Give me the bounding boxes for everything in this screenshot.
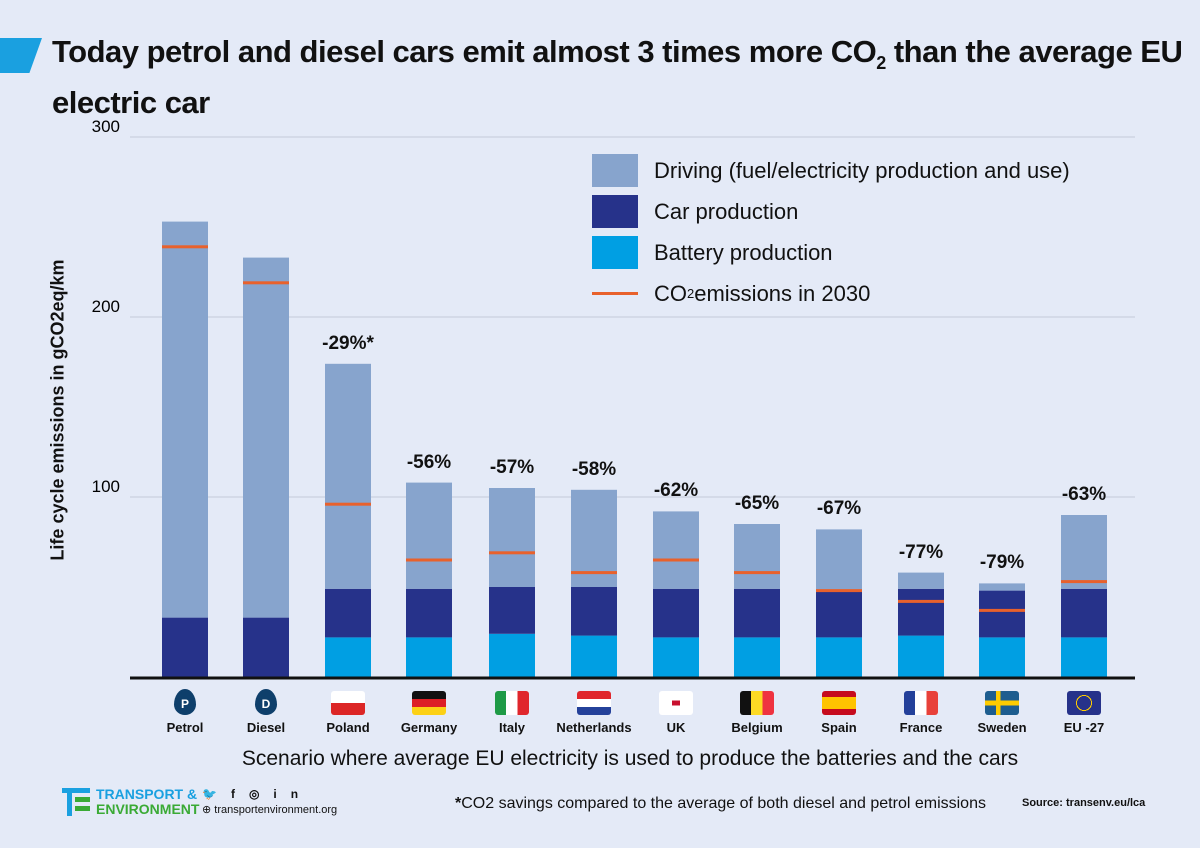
x-tick-label: France bbox=[899, 720, 943, 735]
bar-segment-car bbox=[489, 587, 535, 634]
bar-segment-car bbox=[816, 590, 862, 638]
spain-flag-icon bbox=[822, 691, 856, 715]
reduction-label: -58% bbox=[571, 458, 617, 480]
bar-segment-car bbox=[1061, 588, 1107, 638]
x-tick-label: Petrol bbox=[166, 720, 204, 735]
bar-segment-car bbox=[162, 617, 208, 677]
reduction-label: -67% bbox=[816, 498, 862, 520]
bar-segment-driving bbox=[489, 488, 535, 587]
x-tick-label: Belgium bbox=[731, 720, 783, 735]
x-tick-label: Italy bbox=[498, 720, 526, 735]
social-icons[interactable]: 🐦f◎in bbox=[202, 787, 313, 801]
bar-segment-car bbox=[571, 587, 617, 636]
x-tick-label: Poland bbox=[326, 720, 370, 735]
bar-segment-battery bbox=[653, 637, 699, 677]
poland-flag-icon bbox=[331, 691, 365, 715]
y-tick-label: 200 bbox=[92, 297, 120, 316]
co2-2030-marker bbox=[406, 558, 452, 562]
co2-2030-marker bbox=[162, 245, 208, 249]
bar-segment-car bbox=[979, 590, 1025, 638]
bar-segment-driving bbox=[734, 524, 780, 589]
bar-segment-driving bbox=[653, 511, 699, 589]
x-tick-label: Netherlands bbox=[556, 720, 632, 735]
co2-2030-marker bbox=[325, 502, 371, 506]
bar-segment-battery bbox=[406, 637, 452, 677]
source: Source: transenv.eu/lca bbox=[1022, 797, 1146, 809]
reduction-label: -65% bbox=[734, 493, 780, 514]
footnote: *CO2 savings compared to the average of … bbox=[455, 795, 986, 812]
reduction-label: -63% bbox=[1061, 484, 1107, 505]
bar-segment-driving bbox=[979, 583, 1025, 591]
france-flag-icon bbox=[904, 691, 938, 715]
bar-segment-battery bbox=[816, 637, 862, 677]
co2-2030-marker bbox=[898, 599, 944, 603]
reduction-label: -56% bbox=[406, 451, 452, 473]
reduction-label: -57% bbox=[489, 457, 535, 478]
y-tick-label: 300 bbox=[92, 117, 120, 136]
bar-segment-battery bbox=[898, 635, 944, 677]
x-tick-label: UK bbox=[666, 720, 686, 735]
legend-item-2030: CO 2 emissions in 2030 bbox=[592, 273, 1070, 314]
y-axis-title: Life cycle emissions in gCO2eq/km bbox=[47, 259, 68, 561]
bar-segment-battery bbox=[734, 637, 780, 677]
co2-2030-marker bbox=[816, 589, 862, 593]
bar-segment-car bbox=[243, 617, 289, 677]
bar-segment-driving bbox=[406, 482, 452, 589]
x-tick-label: Diesel bbox=[246, 720, 286, 735]
reduction-label: -79% bbox=[979, 552, 1025, 574]
bar-segment-driving bbox=[571, 489, 617, 587]
legend-item-car: Car production bbox=[592, 191, 1070, 232]
co2-2030-marker bbox=[1061, 580, 1107, 584]
reduction-label: -62% bbox=[653, 480, 699, 502]
petrol-drop-icon: P bbox=[174, 689, 196, 715]
bar-segment-car bbox=[898, 588, 944, 636]
co2-2030-marker bbox=[653, 558, 699, 562]
bar-segment-driving bbox=[162, 221, 208, 618]
bar-segment-driving bbox=[898, 572, 944, 589]
bar-segment-driving bbox=[325, 363, 371, 589]
sweden-flag-icon bbox=[985, 691, 1019, 715]
bar-segment-car bbox=[653, 588, 699, 638]
reduction-label: -29%* bbox=[322, 332, 374, 354]
co2-2030-marker bbox=[734, 571, 780, 575]
bar-segment-driving bbox=[816, 529, 862, 591]
co2-2030-marker bbox=[243, 281, 289, 285]
legend: Driving (fuel/electricity production and… bbox=[592, 150, 1070, 314]
reduction-label: -77% bbox=[898, 541, 944, 563]
bar-segment-battery bbox=[571, 635, 617, 677]
website-link[interactable]: ⊕ transportenvironment.org bbox=[202, 804, 338, 816]
y-tick-label: 100 bbox=[92, 477, 120, 496]
italy-flag-icon bbox=[495, 691, 529, 715]
x-tick-label: EU -27 bbox=[1063, 720, 1105, 735]
uk-flag-icon bbox=[659, 691, 693, 715]
bar-segment-car bbox=[406, 588, 452, 638]
eu-flag-icon bbox=[1067, 691, 1101, 715]
belgium-flag-icon bbox=[740, 691, 774, 715]
bar-segment-car bbox=[734, 588, 780, 638]
bar-segment-battery bbox=[489, 633, 535, 677]
scenario-caption: Scenario where average EU electricity is… bbox=[241, 747, 1019, 770]
legend-item-driving: Driving (fuel/electricity production and… bbox=[592, 150, 1070, 191]
chart-title: Today petrol and diesel cars emit almost… bbox=[52, 34, 1183, 121]
bar-segment-driving bbox=[243, 257, 289, 618]
x-tick-label: Spain bbox=[821, 720, 857, 735]
bar-segment-battery bbox=[1061, 637, 1107, 677]
netherlands-flag-icon bbox=[577, 691, 611, 715]
bar-segment-battery bbox=[325, 637, 371, 677]
bar-segment-battery bbox=[979, 637, 1025, 677]
x-tick-label: Sweden bbox=[977, 720, 1027, 735]
bar-segment-driving bbox=[1061, 515, 1107, 589]
co2-2030-marker bbox=[489, 551, 535, 555]
bar-segment-car bbox=[325, 588, 371, 638]
diesel-drop-icon: D bbox=[255, 689, 277, 715]
co2-2030-marker bbox=[571, 571, 617, 575]
legend-item-battery: Battery production bbox=[592, 232, 1070, 273]
germany-flag-icon bbox=[412, 691, 446, 715]
x-tick-label: Germany bbox=[400, 720, 458, 735]
co2-2030-marker bbox=[979, 608, 1025, 612]
